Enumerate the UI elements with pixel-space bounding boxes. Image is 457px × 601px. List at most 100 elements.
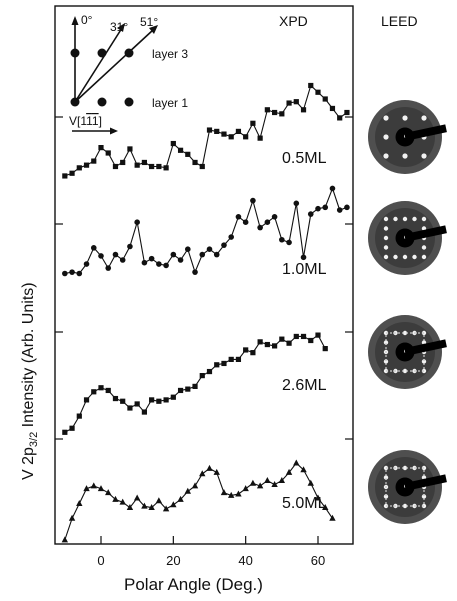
data-point bbox=[228, 134, 234, 140]
x-tick-label: 20 bbox=[166, 553, 180, 568]
data-point bbox=[62, 270, 68, 277]
leed-spot bbox=[412, 254, 417, 260]
data-point bbox=[271, 481, 278, 488]
data-point bbox=[300, 333, 307, 340]
data-point bbox=[271, 214, 278, 220]
data-point bbox=[337, 115, 343, 121]
data-point bbox=[126, 504, 134, 510]
data-point bbox=[285, 468, 293, 475]
inset-arrowhead-0 bbox=[71, 16, 79, 25]
data-point bbox=[199, 470, 206, 477]
leed-spot bbox=[421, 245, 427, 250]
data-point bbox=[213, 468, 220, 475]
leed-spot bbox=[383, 115, 389, 121]
inset-arrowhead-31 bbox=[117, 23, 125, 32]
data-point bbox=[127, 243, 133, 250]
data-point bbox=[220, 489, 228, 496]
leed-gun-holder bbox=[404, 225, 447, 242]
data-point bbox=[141, 409, 147, 415]
data-point bbox=[120, 159, 126, 166]
data-point bbox=[141, 259, 148, 266]
data-point bbox=[264, 107, 270, 113]
data-point bbox=[228, 234, 234, 240]
data-point bbox=[91, 389, 97, 395]
leed-spot bbox=[383, 216, 389, 222]
data-point bbox=[278, 477, 286, 483]
data-point bbox=[61, 536, 69, 543]
data-point bbox=[105, 265, 112, 271]
atom bbox=[124, 48, 134, 58]
leed-spot bbox=[383, 245, 389, 250]
data-point bbox=[83, 261, 90, 267]
data-point bbox=[206, 368, 213, 375]
data-point bbox=[300, 254, 307, 261]
data-point bbox=[133, 494, 141, 501]
leed-spot bbox=[402, 503, 408, 509]
data-point bbox=[177, 387, 184, 394]
data-point bbox=[69, 425, 75, 431]
plot-frame bbox=[54, 5, 354, 545]
leed-spot bbox=[402, 153, 408, 159]
data-point bbox=[235, 128, 242, 134]
leed-pattern bbox=[368, 450, 447, 524]
data-point bbox=[213, 251, 220, 258]
leed-spot bbox=[383, 359, 389, 364]
inset-arrow-31 bbox=[74, 27, 123, 103]
direction-bar1: 1 bbox=[86, 114, 93, 128]
inset-angle-31: 31° bbox=[110, 20, 128, 34]
leed-spot bbox=[402, 216, 408, 222]
series-5.0ML: 5.0ML bbox=[61, 459, 336, 543]
leed-gun-holder bbox=[404, 339, 447, 356]
leed-gun-holder bbox=[404, 124, 447, 141]
atom bbox=[97, 97, 107, 107]
inset-layer-3: layer 3 bbox=[152, 47, 188, 61]
leed-spot bbox=[402, 465, 408, 471]
data-point bbox=[206, 127, 213, 133]
inset-arrow-51 bbox=[74, 29, 154, 103]
leed-label: LEED bbox=[381, 13, 418, 29]
leed-pattern bbox=[368, 100, 447, 174]
data-point bbox=[279, 111, 285, 117]
inset-layer-1: layer 1 bbox=[152, 96, 188, 110]
tick-marks bbox=[55, 116, 353, 544]
data-point bbox=[293, 99, 299, 105]
direction-label: V[111] bbox=[69, 114, 102, 128]
data-point bbox=[97, 485, 105, 492]
leed-spot bbox=[393, 216, 398, 222]
atom bbox=[70, 48, 80, 58]
data-point bbox=[314, 494, 322, 501]
data-point bbox=[329, 514, 336, 521]
data-point bbox=[322, 504, 329, 510]
leed-spot bbox=[412, 216, 417, 222]
data-point bbox=[286, 340, 292, 346]
leed-spot bbox=[421, 494, 427, 499]
data-point bbox=[120, 398, 126, 404]
data-point bbox=[307, 479, 314, 486]
data-point bbox=[177, 257, 184, 263]
data-point bbox=[235, 356, 242, 362]
data-point bbox=[243, 134, 249, 140]
data-point bbox=[76, 165, 82, 171]
data-point bbox=[177, 147, 184, 153]
data-point bbox=[199, 373, 205, 379]
series-label: 1.0ML bbox=[282, 261, 327, 278]
data-point bbox=[184, 487, 191, 494]
data-point bbox=[148, 255, 155, 262]
leed-spot bbox=[383, 153, 389, 159]
data-point bbox=[91, 158, 97, 164]
data-point bbox=[170, 394, 176, 400]
x-tick-label: 60 bbox=[311, 553, 325, 568]
xpd-label: XPD bbox=[279, 13, 308, 29]
leed-spot bbox=[402, 254, 408, 260]
data-point bbox=[112, 251, 119, 258]
data-point bbox=[185, 386, 191, 392]
data-point bbox=[228, 356, 234, 362]
data-point bbox=[293, 459, 300, 466]
data-point bbox=[315, 89, 321, 95]
leed-spot bbox=[421, 359, 427, 364]
leed-spot bbox=[393, 254, 398, 260]
data-point bbox=[214, 128, 220, 134]
data-point bbox=[279, 336, 285, 342]
data-point bbox=[250, 197, 256, 204]
